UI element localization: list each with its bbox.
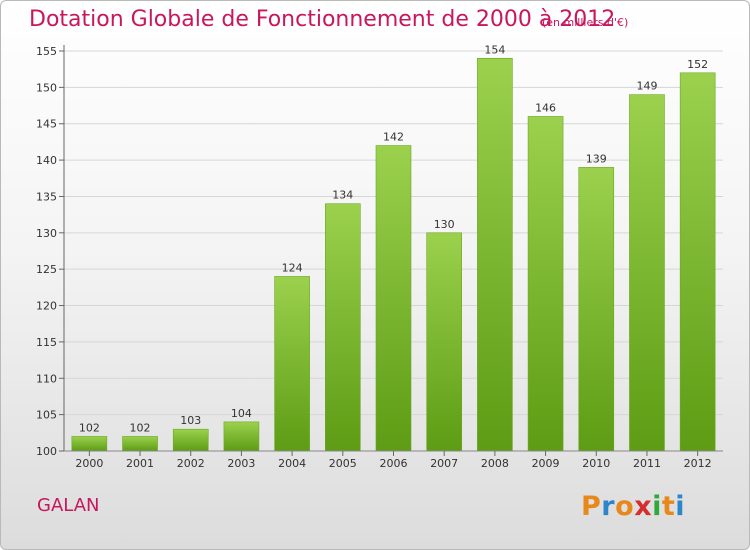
bar-value-label: 102 bbox=[79, 421, 100, 434]
x-tick-label: 2002 bbox=[177, 457, 205, 470]
bar-2004 bbox=[274, 276, 310, 452]
bars: 102 102 103 104 124 134 142 130 154 146 139 149 152 bbox=[71, 43, 716, 452]
bar-2011 bbox=[629, 94, 665, 452]
bar-2005 bbox=[325, 203, 361, 452]
commune-name: GALAN bbox=[37, 495, 100, 516]
bar-2000 bbox=[71, 436, 108, 452]
proxiti-logo[interactable]: Proxiti bbox=[581, 491, 685, 522]
y-tick-label: 155 bbox=[36, 45, 57, 58]
logo-letter: t bbox=[661, 491, 676, 522]
bar-2007 bbox=[426, 232, 462, 452]
bar-2003 bbox=[223, 421, 260, 452]
y-tick-label: 125 bbox=[36, 263, 57, 276]
y-tick-label: 120 bbox=[36, 300, 57, 313]
x-tick-label: 2011 bbox=[633, 457, 661, 470]
bar-2006 bbox=[375, 145, 412, 452]
x-tick-label: 2004 bbox=[278, 457, 306, 470]
x-tick-label: 2006 bbox=[380, 457, 408, 470]
y-tick-label: 105 bbox=[36, 409, 57, 422]
x-tick-label: 2010 bbox=[582, 457, 610, 470]
logo-letter: x bbox=[634, 491, 653, 522]
y-tick-label: 140 bbox=[36, 154, 57, 167]
x-tick-label: 2008 bbox=[481, 457, 509, 470]
y-tick-label: 115 bbox=[36, 336, 57, 349]
chart-title: Dotation Globale de Fonctionnement de 20… bbox=[29, 7, 616, 32]
bar-value-label: 130 bbox=[434, 218, 455, 231]
logo-letter: P bbox=[581, 491, 602, 522]
x-tick-label: 2001 bbox=[126, 457, 154, 470]
y-tick-label: 130 bbox=[36, 227, 57, 240]
x-tick-label: 2000 bbox=[75, 457, 103, 470]
logo-letter: i bbox=[675, 491, 686, 522]
logo-letter: o bbox=[615, 491, 635, 522]
x-axis: 2000 2001 2002 2003 2004 2005 2006 2007 2008 2009… bbox=[64, 450, 723, 470]
bar-value-label: 104 bbox=[231, 407, 252, 420]
bar-2009 bbox=[527, 116, 564, 452]
x-tick-label: 2009 bbox=[532, 457, 560, 470]
bar-value-label: 152 bbox=[687, 58, 708, 71]
logo-letter: r bbox=[601, 491, 616, 522]
x-tick-label: 2003 bbox=[227, 457, 255, 470]
x-tick-label: 2012 bbox=[684, 457, 712, 470]
bar-value-label: 139 bbox=[586, 152, 607, 165]
bar-2010 bbox=[578, 167, 615, 452]
chart-unit: (en milliers d'€) bbox=[542, 16, 629, 29]
bar-value-label: 154 bbox=[484, 43, 505, 56]
logo-letter: i bbox=[652, 491, 662, 522]
y-tick-label: 100 bbox=[36, 445, 57, 458]
bar-2008 bbox=[477, 57, 513, 452]
bar-2012 bbox=[679, 72, 716, 452]
bar-value-label: 134 bbox=[332, 189, 353, 202]
bar-value-label: 103 bbox=[180, 414, 201, 427]
bar-value-label: 142 bbox=[383, 131, 404, 144]
x-tick-label: 2005 bbox=[329, 457, 357, 470]
x-tick-label: 2007 bbox=[430, 457, 458, 470]
y-tick-label: 135 bbox=[36, 190, 57, 203]
y-tick-label: 145 bbox=[36, 118, 57, 131]
bar-value-label: 102 bbox=[130, 421, 151, 434]
bar-value-label: 124 bbox=[282, 261, 303, 274]
bar-2002 bbox=[172, 428, 209, 452]
bar-value-label: 149 bbox=[636, 80, 657, 93]
bar-2001 bbox=[122, 436, 158, 452]
bar-value-label: 146 bbox=[535, 101, 556, 114]
y-tick-label: 110 bbox=[36, 372, 57, 385]
y-axis: 100 105 110 115 120 125 130 135 140 145 150 155 bbox=[36, 45, 65, 458]
y-tick-label: 150 bbox=[36, 81, 57, 94]
